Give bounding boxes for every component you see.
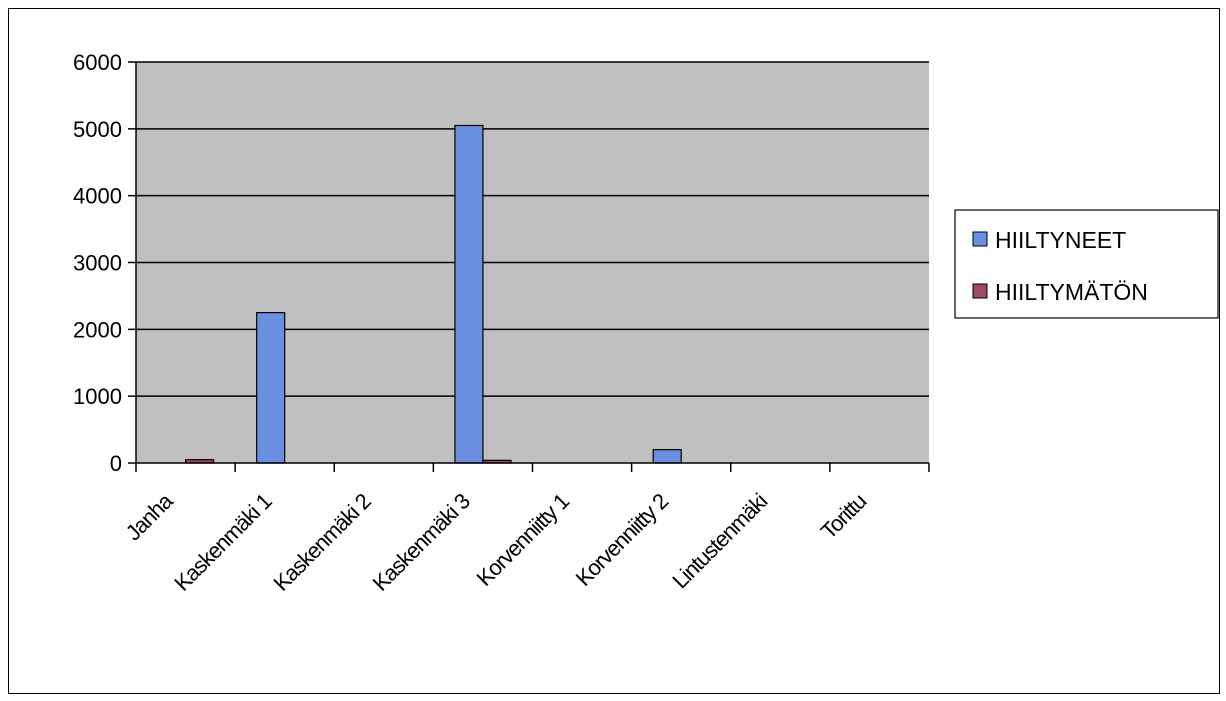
x-tick-label-lintustenmaki: Lintustenmäki <box>667 489 772 594</box>
bars <box>184 124 682 464</box>
x-tick-label-korvenniitty-1: Korvenniitty 1 <box>472 488 575 591</box>
x-tick-label-janha: Janha <box>121 488 179 546</box>
y-tick-label: 6000 <box>73 50 122 75</box>
legend-swatch-hiiltymaton <box>972 283 988 299</box>
x-tick-label-kaskenmaki-1: Kaskenmäki 1 <box>169 488 276 595</box>
y-tick-label: 4000 <box>73 184 122 209</box>
x-tick-label-kaskenmaki-3: Kaskenmäki 3 <box>368 488 475 595</box>
bar-hiiltyneet-kaskenmaki-3 <box>454 124 484 464</box>
bar-hiiltyneet-korvenniitty-2 <box>652 449 682 464</box>
y-tick-label: 5000 <box>73 117 122 142</box>
legend-label-hiiltyneet: HIILTYNEET <box>995 227 1126 253</box>
x-tick-label-korvenniitty-2: Korvenniitty 2 <box>571 488 674 591</box>
y-tick-label: 0 <box>110 451 122 476</box>
bar-hiiltyneet-kaskenmaki-1 <box>256 312 286 464</box>
y-tick-label: 1000 <box>73 384 122 409</box>
legend-box <box>954 209 1219 319</box>
x-tick-label-torittu: Torittu <box>816 489 871 544</box>
x-tick-label-kaskenmaki-2: Kaskenmäki 2 <box>268 488 375 595</box>
legend: HIILTYNEET HIILTYMÄTÖN <box>954 209 1219 319</box>
legend-swatch-hiiltyneet <box>972 231 988 247</box>
y-tick-label: 2000 <box>73 317 122 342</box>
y-tick-label: 3000 <box>73 251 122 276</box>
legend-label-hiiltymaton: HIILTYMÄTÖN <box>995 279 1148 305</box>
